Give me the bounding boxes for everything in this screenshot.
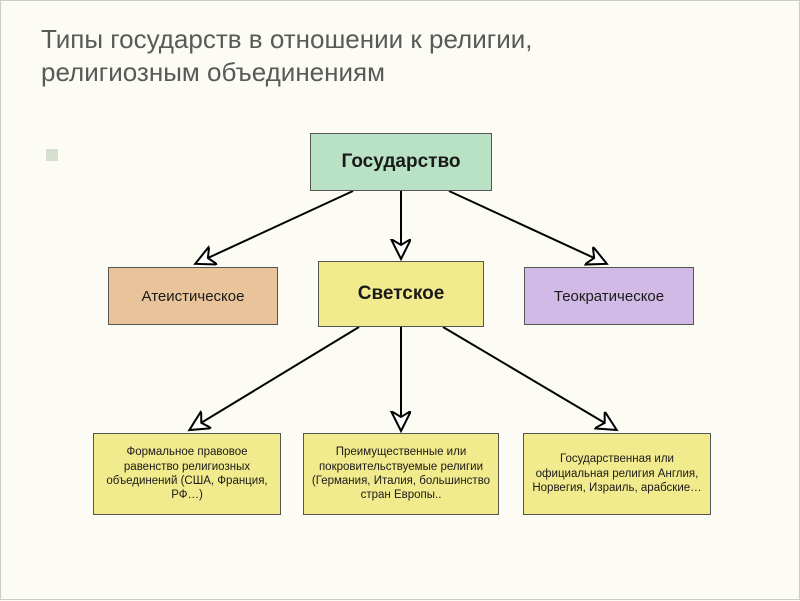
- node-sub2-label: Преимущественные или покровительствуемые…: [308, 445, 494, 503]
- node-secular-label: Светское: [358, 283, 445, 305]
- slide: Типы государств в отношении к религии, р…: [0, 0, 800, 600]
- node-secular: Светское: [318, 261, 484, 327]
- bullet-square-icon: [46, 149, 58, 161]
- node-atheistic: Атеистическое: [108, 267, 278, 325]
- node-theocratic-label: Теократическое: [554, 288, 664, 305]
- node-root-label: Государство: [342, 151, 461, 173]
- title-line-1: Типы государств в отношении к религии,: [41, 23, 759, 56]
- title-area: Типы государств в отношении к религии, р…: [1, 1, 799, 98]
- node-sub3: Государственная или официальная религия …: [523, 433, 711, 515]
- node-root: Государство: [310, 133, 492, 191]
- node-sub1: Формальное правовое равенство религиозны…: [93, 433, 281, 515]
- node-sub2: Преимущественные или покровительствуемые…: [303, 433, 499, 515]
- node-sub1-label: Формальное правовое равенство религиозны…: [98, 445, 276, 503]
- node-atheistic-label: Атеистическое: [142, 288, 245, 305]
- node-sub3-label: Государственная или официальная религия …: [528, 452, 706, 495]
- title-line-2: религиозным объединениям: [41, 56, 759, 89]
- node-theocratic: Теократическое: [524, 267, 694, 325]
